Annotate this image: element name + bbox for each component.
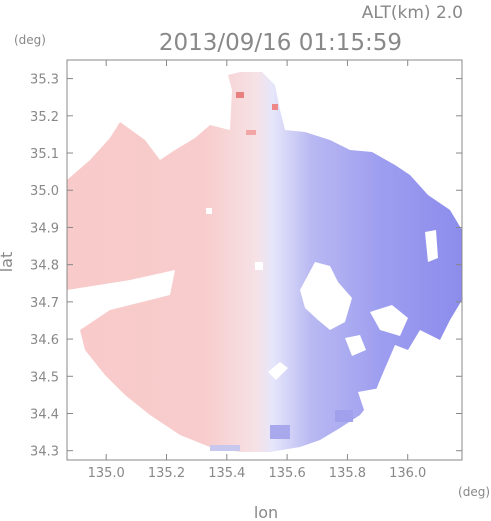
x-tick-label: 135.0 xyxy=(88,466,125,481)
radar-echo-field xyxy=(67,72,462,452)
y-tick-label: 34.3 xyxy=(30,445,59,460)
y-tick-label: 34.8 xyxy=(30,259,59,274)
timestamp-title: 2013/09/16 01:15:59 xyxy=(159,30,402,56)
y-unit-label: (deg) xyxy=(14,33,46,47)
y-tick-label: 34.6 xyxy=(30,333,59,348)
radar-coverage xyxy=(67,72,462,452)
x-tick-label: 135.2 xyxy=(148,466,185,481)
y-tick-label: 34.5 xyxy=(30,370,59,385)
echo-spots xyxy=(206,92,353,451)
x-tick-label: 135.8 xyxy=(329,466,366,481)
y-tick-label: 34.9 xyxy=(30,221,59,236)
y-tick-label: 35.2 xyxy=(30,110,59,125)
x-tick-label: 136.0 xyxy=(389,466,426,481)
x-tick-label: 135.4 xyxy=(208,466,245,481)
x-unit-label: (deg) xyxy=(458,485,490,499)
y-tick-label: 35.1 xyxy=(30,147,59,162)
y-tick-label: 34.4 xyxy=(30,407,59,422)
altitude-label: ALT(km) 2.0 xyxy=(362,3,463,23)
echo-gaps xyxy=(67,120,438,410)
y-axis-ticks: 35.3 35.2 35.1 35.0 34.9 34.8 34.7 34.6 34.5 34.4… xyxy=(30,73,462,460)
x-axis-label: lon xyxy=(254,503,278,521)
y-tick-label: 35.3 xyxy=(30,73,59,88)
y-tick-label: 34.7 xyxy=(30,296,59,311)
x-axis-ticks: 135.0 135.2 135.4 135.6 135.8 136.0 xyxy=(88,60,426,481)
plot-frame xyxy=(66,59,463,461)
y-axis-label: lat xyxy=(0,252,16,273)
x-tick-label: 135.6 xyxy=(269,466,306,481)
y-tick-label: 35.0 xyxy=(30,184,59,199)
